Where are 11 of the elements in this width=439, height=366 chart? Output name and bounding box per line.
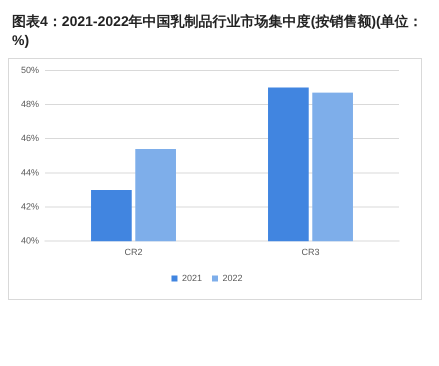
x-tick-label: CR3 xyxy=(301,247,320,258)
y-tick-label: 40% xyxy=(21,236,40,246)
chart-title: 图表4：2021-2022年中国乳制品行业市场集中度(按销售额)(单位：%) xyxy=(11,12,424,50)
y-tick-label: 50% xyxy=(21,64,40,75)
x-tick-label: CR2 xyxy=(124,247,143,258)
y-tick-label: 46% xyxy=(21,133,40,144)
y-tick-label: 48% xyxy=(21,99,40,110)
y-tick-label: 42% xyxy=(21,202,40,212)
y-tick-label: 44% xyxy=(21,167,40,178)
legend-label: 2021 xyxy=(182,272,202,283)
legend-label: 2022 xyxy=(222,272,243,283)
